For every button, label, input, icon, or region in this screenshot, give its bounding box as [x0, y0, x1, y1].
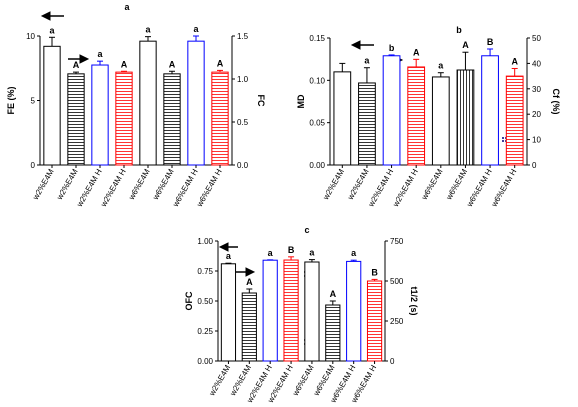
- bar: [67, 73, 85, 166]
- bar: [187, 40, 205, 166]
- bar-annotation: A: [462, 40, 469, 50]
- x-tick-label: w6%E4M: [444, 167, 469, 202]
- bar-annotation: a: [364, 56, 370, 66]
- bar: [163, 73, 181, 166]
- bar-annotation: a: [226, 251, 232, 261]
- bar-annotation: A: [330, 289, 337, 299]
- bar-annotation: a: [145, 25, 151, 35]
- bar-annotation: a: [193, 24, 199, 34]
- y-tick-label: 0.25: [197, 327, 213, 336]
- bar-annotation: B: [487, 37, 494, 47]
- y2-tick-label: 50: [532, 34, 541, 43]
- bar: [431, 76, 450, 166]
- y2-tick-label: 0: [532, 161, 537, 170]
- y-tick-label: 10: [26, 32, 35, 41]
- bar-annotation: A: [511, 56, 518, 66]
- y2-tick-label: 0.5: [237, 118, 249, 127]
- x-tick-label: w2%E4M: [321, 167, 346, 202]
- bar: [505, 75, 524, 166]
- y2-tick-label: 20: [532, 110, 541, 119]
- y2-tick-label: 500: [390, 277, 404, 286]
- panel: b 0.00 0.05 0.10 0.15 0 10 20 30 40 50 MD Cf (%) w2%E…: [296, 25, 561, 209]
- x-tick-label: w2%E4M H: [99, 167, 128, 209]
- bar: [481, 55, 499, 166]
- x-tick-label: w2%E4M: [31, 167, 56, 202]
- y-tick-label: 0.00: [309, 161, 325, 170]
- bar-annotation: B: [371, 267, 378, 277]
- y-tick-label: 0.10: [309, 76, 325, 85]
- y2-tick-label: 750: [390, 237, 404, 246]
- bar: [358, 82, 376, 166]
- y2-tick-label: 30: [532, 85, 541, 94]
- bar: [333, 71, 352, 166]
- bar: [241, 292, 257, 362]
- chart-title: b: [456, 25, 462, 35]
- chart-title: a: [124, 2, 130, 12]
- y-tick-label: 1.00: [197, 237, 213, 246]
- bar-annotation: A: [246, 277, 253, 287]
- bar: [456, 69, 475, 166]
- x-tick-label: w2%E4M H: [391, 167, 420, 209]
- y-tick-label: 0: [31, 161, 36, 170]
- bar-annotation: a: [268, 248, 274, 258]
- y2-tick-label: 1.0: [237, 75, 249, 84]
- y-tick-label: 0.15: [309, 34, 325, 43]
- y-axis-label: FE (%): [6, 86, 16, 114]
- bar: [407, 66, 426, 166]
- panel: a 0 5 10 0.0 0.5 1.0 1.5 FE (%) FC w2%E4M a w2%E4M Aw…: [6, 2, 266, 209]
- x-tick-label: w6%E4M: [419, 167, 444, 202]
- bar-annotation: B: [288, 245, 295, 255]
- bar-annotation: A: [121, 59, 128, 69]
- bar: [346, 260, 362, 362]
- bar-annotation: a: [309, 248, 315, 258]
- bar-annotation: A: [217, 58, 224, 68]
- y2-tick-label: 10: [532, 136, 541, 145]
- y-tick-label: 5: [31, 97, 36, 106]
- bar-annotation: a: [49, 25, 55, 35]
- y2-tick-label: 0: [390, 357, 395, 366]
- bar-annotation: A: [413, 47, 420, 57]
- bar: [366, 280, 383, 362]
- y-tick-label: 0.00: [197, 357, 213, 366]
- bar: [382, 55, 401, 166]
- y2-tick-label: 0.0: [237, 161, 249, 170]
- x-tick-label: w6%E4M H: [489, 167, 518, 209]
- y2-tick-label: 40: [532, 59, 541, 68]
- y2-axis-label: t1/2 (s): [409, 286, 419, 315]
- panel: c 0.00 0.25 0.50 0.75 1.00 0 250 500 750 OFC t1/2 (…: [184, 225, 419, 405]
- y2-axis-label: Cf (%): [551, 89, 561, 115]
- bar: [283, 259, 299, 362]
- bar: [304, 261, 320, 362]
- chart-title: c: [304, 225, 309, 235]
- bar: [220, 263, 237, 362]
- bar: [139, 40, 157, 166]
- y-tick-label: 0.50: [197, 297, 213, 306]
- y2-tick-label: 250: [390, 317, 404, 326]
- y-tick-label: 0.05: [309, 119, 325, 128]
- x-tick-label: w2%E4M: [345, 167, 370, 202]
- bar: [43, 45, 61, 166]
- y2-axis-label: FC: [256, 95, 266, 107]
- bar-annotation: A: [169, 59, 176, 69]
- bar-annotation: a: [438, 61, 444, 71]
- y-axis-label: MD: [296, 94, 306, 108]
- bar: [211, 71, 229, 166]
- y2-tick-label: 1.5: [237, 32, 249, 41]
- bar: [91, 64, 109, 166]
- bar-annotation: a: [351, 248, 357, 258]
- bar-annotation: a: [97, 49, 103, 59]
- bar: [262, 259, 278, 362]
- y-axis-label: OFC: [184, 291, 194, 310]
- y-tick-label: 0.75: [197, 267, 213, 276]
- bar: [115, 71, 133, 166]
- x-tick-label: w6%E4M H: [195, 167, 224, 209]
- x-tick-label: w6%E4M: [127, 167, 152, 202]
- bar-annotation: b: [389, 43, 395, 53]
- x-tick-label: w6%E4M: [151, 167, 176, 202]
- x-tick-label: w2%E4M: [55, 167, 80, 202]
- bar-annotation: A: [73, 60, 80, 70]
- bar: [325, 304, 341, 362]
